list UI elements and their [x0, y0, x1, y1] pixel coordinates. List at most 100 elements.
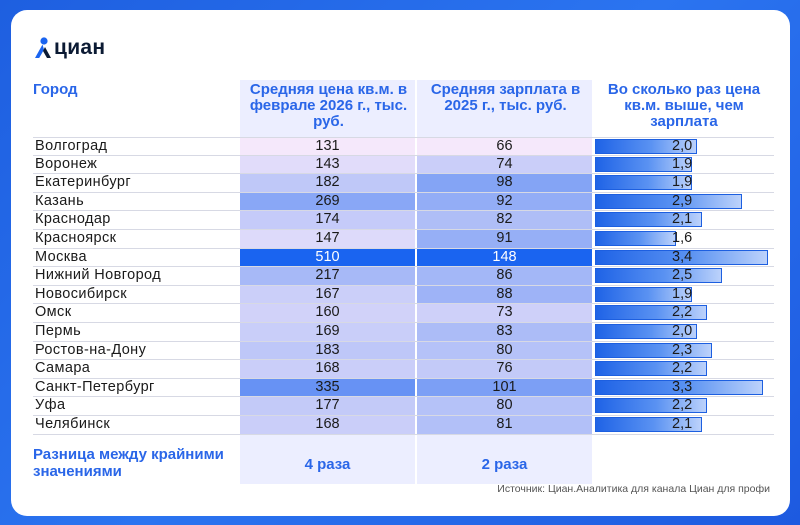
city-cell: Новосибирск [35, 285, 127, 302]
ratio-cell: 3,4 [594, 249, 774, 267]
cian-logo-icon [35, 37, 51, 58]
city-cell: Нижний Новгород [35, 267, 162, 284]
table-row: Воронеж 143 74 1,9 [33, 155, 774, 175]
ratio-value: 2,5 [672, 267, 693, 284]
table-row: Новосибирск 167 88 1,9 [33, 285, 774, 305]
ratio-value: 3,3 [672, 378, 693, 395]
city-cell: Челябинск [35, 415, 111, 432]
difference-salary: 2 раза [481, 456, 528, 473]
ratio-bar [595, 361, 707, 377]
price-cell: 183 [240, 341, 415, 360]
table-row: Нижний Новгород 217 86 2,5 [33, 267, 774, 286]
source-note: Источник: Циан.Аналитика для канала Циан… [497, 483, 770, 495]
city-cell: Самара [35, 360, 91, 377]
price-cell: 335 [240, 378, 415, 397]
city-cell: Пермь [35, 322, 82, 339]
ratio-value: 1,9 [672, 285, 693, 302]
ratio-bar [595, 175, 692, 191]
brand-logo: циан [33, 36, 105, 60]
table-row: Самара 168 76 2,2 [33, 360, 774, 379]
ratio-bar [595, 286, 692, 302]
city-cell: Омск [35, 304, 72, 321]
table-row: Краснодар 174 82 2,1 [33, 211, 774, 230]
ratio-value: 2,0 [672, 138, 693, 154]
salary-cell: 86 [417, 267, 592, 285]
ratio-bar [595, 249, 768, 265]
table-row: Казань 269 92 2,9 [33, 192, 774, 212]
ratio-value: 1,6 [672, 229, 693, 246]
table-row: Москва 510 148 3,4 [33, 248, 774, 268]
salary-cell: 92 [417, 192, 592, 211]
table-row: Ростов-на-Дону 183 80 2,3 [33, 341, 774, 361]
table-row: Екатеринбург 182 98 1,9 [33, 174, 774, 193]
ratio-value: 2,9 [672, 192, 693, 209]
price-cell: 147 [240, 229, 415, 248]
price-cell: 160 [240, 304, 415, 322]
ratio-cell: 1,9 [594, 174, 774, 192]
salary-cell: 98 [417, 174, 592, 192]
infographic-card: циан Город Средняя цена кв.м. в феврале … [11, 10, 790, 516]
city-cell: Москва [35, 248, 87, 265]
ratio-cell: 2,2 [594, 360, 774, 378]
ratio-cell: 2,3 [594, 342, 774, 360]
salary-cell: 83 [417, 322, 592, 341]
ratio-cell: 3,3 [594, 379, 774, 397]
price-cell: 131 [240, 138, 415, 155]
ratio-value: 2,2 [672, 360, 693, 377]
ratio-value: 2,2 [672, 397, 693, 414]
salary-cell: 74 [417, 155, 592, 174]
salary-cell: 73 [417, 304, 592, 322]
ratio-cell: 1,9 [594, 156, 774, 174]
ratio-value: 1,9 [672, 174, 693, 191]
ratio-cell: 1,6 [594, 230, 774, 248]
salary-cell: 66 [417, 138, 592, 155]
salary-cell: 91 [417, 229, 592, 248]
ratio-cell: 2,2 [594, 304, 774, 322]
salary-cell: 80 [417, 341, 592, 360]
city-cell: Воронеж [35, 155, 98, 172]
ratio-value: 2,2 [672, 304, 693, 321]
brand-name: циан [54, 36, 106, 59]
ratio-cell: 2,0 [594, 323, 774, 341]
ratio-cell: 2,1 [594, 416, 774, 434]
header-salary: Средняя зарплата в 2025 г., тыс. руб. [430, 81, 581, 114]
table-row: Красноярск 147 91 1,6 [33, 229, 774, 249]
ratio-bar [595, 323, 697, 339]
ratio-bar [595, 193, 742, 209]
price-cell: 177 [240, 397, 415, 415]
ratio-cell: 2,5 [594, 267, 774, 285]
table-row: Челябинск 168 81 2,1 [33, 415, 774, 435]
price-cell: 510 [240, 248, 415, 267]
ratio-bar [595, 156, 692, 172]
city-cell: Краснодар [35, 211, 111, 228]
city-cell: Екатеринбург [35, 174, 132, 191]
salary-cell: 80 [417, 397, 592, 415]
ratio-bar [595, 305, 707, 321]
difference-label: Разница между крайними значениями [33, 446, 224, 480]
difference-price: 4 раза [304, 456, 351, 473]
price-cell: 217 [240, 267, 415, 285]
price-cell: 143 [240, 155, 415, 174]
city-cell: Казань [35, 192, 85, 209]
header-price: Средняя цена кв.м. в феврале 2026 г., ты… [249, 81, 408, 130]
city-cell: Волгоград [35, 138, 108, 154]
price-cell: 168 [240, 415, 415, 434]
ratio-bar [595, 379, 763, 395]
city-cell: Уфа [35, 397, 66, 414]
city-cell: Ростов-на-Дону [35, 341, 147, 358]
table-row: Волгоград 131 66 2,0 [33, 137, 774, 156]
ratio-value: 2,3 [672, 341, 693, 358]
salary-cell: 76 [417, 360, 592, 378]
price-cell: 182 [240, 174, 415, 192]
ratio-cell: 2,1 [594, 211, 774, 229]
ratio-value: 2,1 [672, 211, 693, 228]
ratio-bar [595, 212, 702, 228]
ratio-cell: 2,9 [594, 193, 774, 211]
salary-cell: 101 [417, 378, 592, 397]
ratio-bar [595, 139, 697, 154]
data-table-rows: Волгоград 131 66 2,0 Воронеж 143 74 1,9 Екатерин… [33, 137, 774, 435]
salary-cell: 148 [417, 248, 592, 267]
ratio-bar [595, 342, 712, 358]
ratio-value: 2,0 [672, 322, 693, 339]
ratio-bar [595, 230, 676, 246]
